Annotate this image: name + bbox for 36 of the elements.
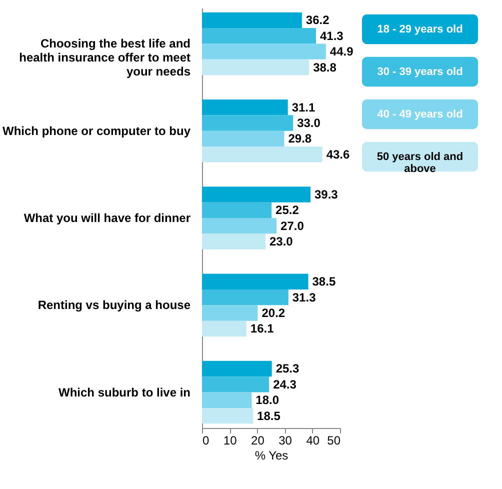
text: 36.2: [306, 13, 330, 28]
x-tick-label: 50: [327, 434, 341, 448]
x-tick-label: 30: [278, 434, 292, 448]
text: 33.0: [297, 116, 320, 130]
x-tick-label: 20: [251, 434, 265, 448]
text: 29.8: [288, 132, 312, 146]
text: 25.2: [276, 203, 299, 218]
y-tick-label: What you will have for dinner: [24, 211, 191, 225]
x-tick-label: 40: [306, 434, 320, 448]
text: 27.0: [280, 218, 304, 233]
y-tick-label: Renting vs buying a house: [38, 298, 191, 312]
text: 20.2: [262, 306, 286, 320]
text: 50 years old and above: [376, 150, 464, 175]
text: 43.6: [326, 147, 350, 162]
text: 39.3: [314, 187, 338, 202]
x-axis-title: % Yes: [254, 448, 288, 462]
text: 31.3: [292, 290, 316, 304]
text: 25.3: [276, 362, 300, 376]
text: 44.9: [330, 44, 354, 59]
text: 18.0: [256, 393, 280, 408]
text: 38.8: [313, 60, 336, 74]
y-tick-label: Choosing the best life and health insurance offer to meet your needs: [19, 36, 191, 79]
text: 38.5: [312, 274, 336, 289]
text: 24.3: [273, 377, 296, 392]
y-tick-label: Which suburb to live in: [58, 385, 190, 400]
text: 18.5: [257, 408, 280, 423]
y-tick-label: Which phone or computer to buy: [2, 124, 191, 138]
text: 41.3: [320, 28, 344, 43]
text: 23.0: [269, 234, 293, 249]
text: 40 - 49 years old: [377, 108, 463, 120]
text: 18 - 29 years old: [377, 23, 463, 36]
text: 31.1: [292, 100, 316, 114]
x-tick-label: 0: [202, 434, 210, 448]
text: 30 - 39 years old: [377, 66, 463, 78]
text: 16.1: [250, 322, 274, 336]
x-tick-label: 10: [223, 434, 238, 448]
